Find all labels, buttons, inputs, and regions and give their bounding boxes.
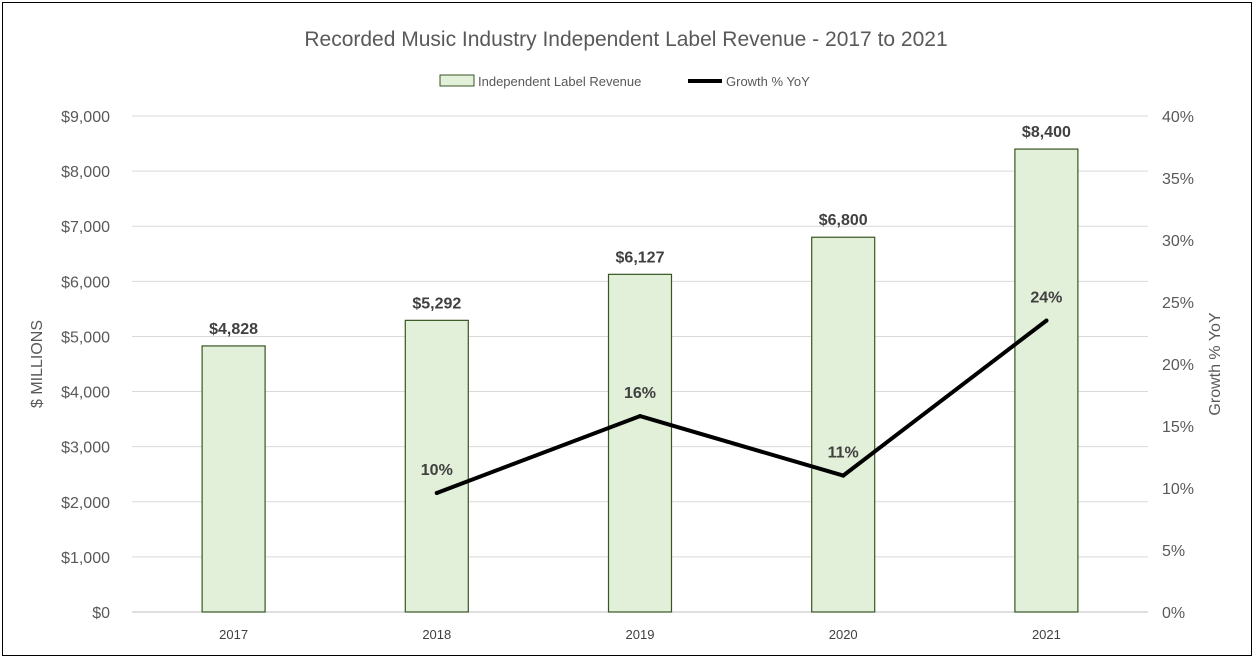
x-tick-label: 2017 [219,627,248,642]
bar [201,345,266,613]
line-series [434,318,1049,495]
legend-swatch-bar [439,74,475,87]
chart-title: Recorded Music Industry Independent Labe… [304,28,947,51]
y-right-tick-label: 20% [1162,357,1194,374]
bar-data-label: $6,800 [819,212,868,229]
y-right-tick-label: 15% [1162,419,1194,436]
y-right-tick-label: 40% [1162,109,1194,126]
y-left-tick-label: $4,000 [61,385,110,402]
y-left-tick-label: $1,000 [61,550,110,567]
line-point [434,490,439,495]
x-tick-label: 2019 [626,627,655,642]
legend-label-bar: Independent Label Revenue [478,74,641,89]
y-axis-right-title: Growth % YoY [1207,312,1224,416]
y-right-tick-label: 30% [1162,233,1194,250]
x-tick-label: 2020 [829,627,858,642]
legend: Independent Label Revenue Growth % YoY [439,74,810,89]
bar-data-label: $8,400 [1022,124,1071,141]
bar [404,319,469,613]
line-data-label: 10% [421,462,453,479]
bar [811,236,876,613]
line-point [1044,318,1049,323]
x-axis: 2017 2018 2019 2020 2021 [219,627,1061,642]
y-left-tick-label: $3,000 [61,440,110,457]
y-right-tick-label: 10% [1162,481,1194,498]
y-left-tick-label: $5,000 [61,329,110,346]
y-axis-left: $0 $1,000 $2,000 $3,000 $4,000 $5,000 $6,000 $7… [61,109,110,622]
y-left-tick-label: $8,000 [61,164,110,181]
y-left-tick-label: $6,000 [61,274,110,291]
legend-label-line: Growth % YoY [726,74,810,89]
y-left-tick-label: $7,000 [61,219,110,236]
growth-line [434,318,1049,495]
x-tick-label: 2018 [422,627,451,642]
y-right-tick-label: 5% [1162,543,1185,560]
line-point [638,414,642,419]
x-tick-label: 2021 [1032,627,1061,642]
y-right-tick-label: 25% [1162,295,1194,312]
y-left-tick-label: $2,000 [61,495,110,512]
y-axis-left-title: $ MILLIONS [29,320,46,408]
bar [607,273,673,613]
y-left-tick-label: $0 [92,605,110,622]
line-data-label: 11% [828,445,859,462]
bar-data-label: $5,292 [412,295,461,312]
bar-data-label: $6,127 [616,249,665,266]
bar-series [201,148,1079,613]
y-right-tick-label: 0% [1162,605,1185,622]
y-axis-right: 0% 5% 10% 15% 20% 25% 30% 35% 40% [1162,109,1194,622]
y-right-tick-label: 35% [1162,171,1194,188]
bar-data-label: $4,828 [209,321,258,338]
bar-data-labels: $4,828 $5,292 $6,127 $6,800 $8,400 [209,124,1071,338]
bar [1014,148,1079,613]
line-point [841,473,846,478]
y-left-tick-label: $9,000 [61,109,110,126]
line-data-label: 16% [624,385,656,402]
line-data-labels: 10% 16% 11% 24% [421,290,1063,479]
line-data-label: 24% [1030,290,1062,307]
